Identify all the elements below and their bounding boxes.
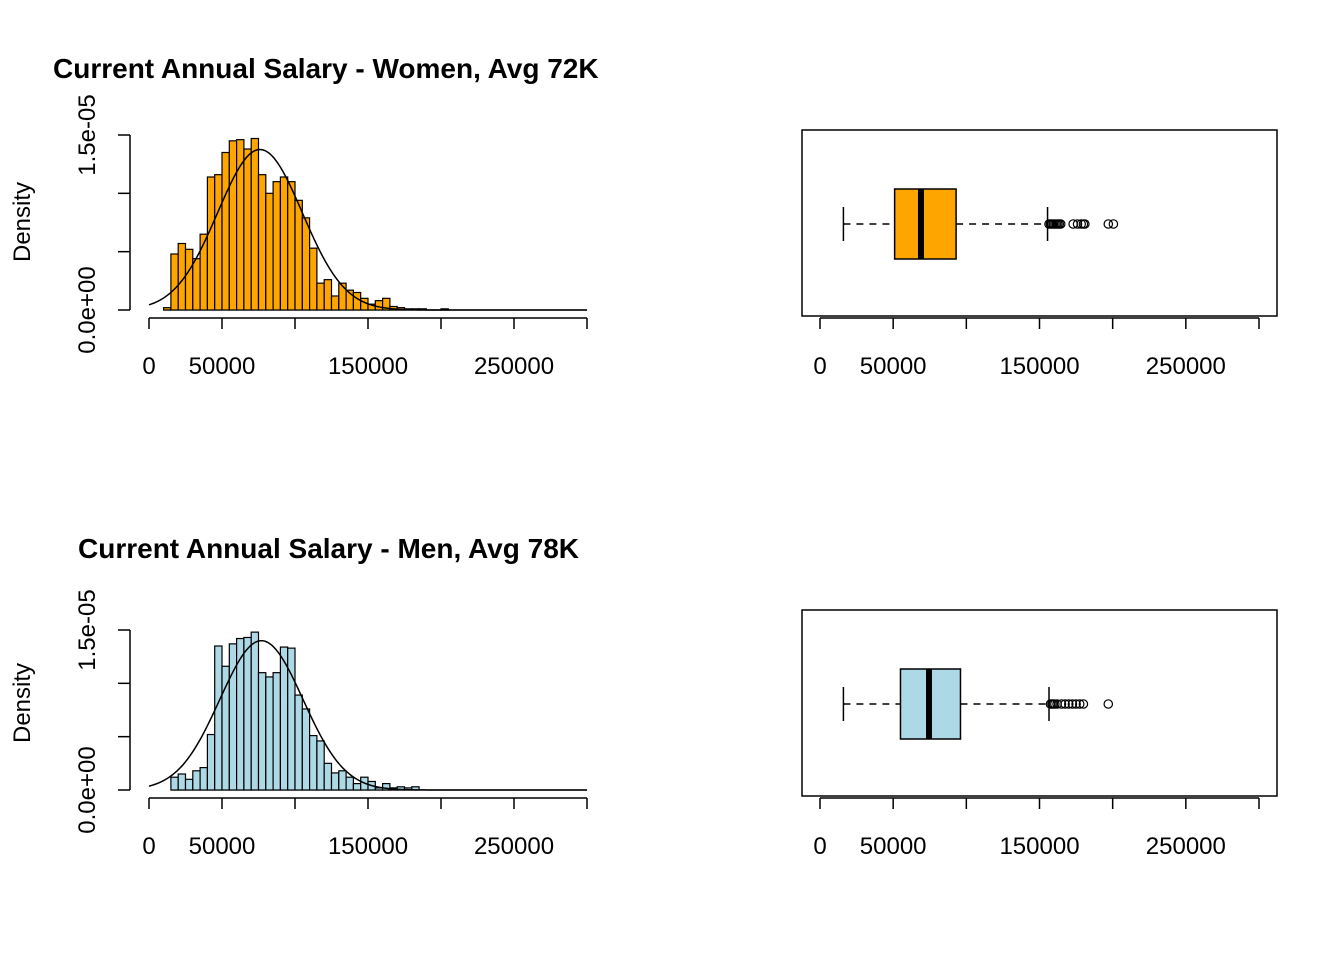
men-box-x-tick-label: 250000 bbox=[1146, 833, 1226, 860]
men-box-outlier-point bbox=[1063, 699, 1074, 709]
men-hist-bar bbox=[338, 770, 347, 791]
men-hist-y-tick-label: 1.5e-05 bbox=[74, 589, 101, 670]
women-hist-x-tick-label: 150000 bbox=[328, 353, 408, 380]
men-hist-x-tick-label: 150000 bbox=[328, 833, 408, 860]
women-hist-bar bbox=[228, 140, 238, 311]
men-box-outlier-point bbox=[1071, 699, 1081, 709]
men-hist-bar bbox=[214, 645, 223, 791]
men-hist-bar bbox=[345, 776, 355, 791]
men-hist-bar bbox=[316, 740, 325, 791]
women-histogram-panel: Current Annual Salary - Women, Avg 72K 0.… bbox=[9, 53, 599, 380]
men-hist-bar bbox=[206, 733, 216, 791]
men-box-outlier-point bbox=[1067, 699, 1078, 709]
men-hist-bar bbox=[301, 708, 311, 791]
women-hist-bar bbox=[279, 176, 289, 311]
women-hist-y-tick-label: 0.0e+00 bbox=[74, 266, 101, 353]
men-hist-bar bbox=[330, 772, 340, 791]
men-hist-bar bbox=[272, 672, 282, 791]
women-hist-bar bbox=[265, 192, 274, 311]
men-hist-bar bbox=[221, 665, 230, 791]
men-box-x-tick-label: 150000 bbox=[999, 833, 1079, 860]
men-hist-bar bbox=[352, 782, 362, 791]
men-box-frame bbox=[801, 609, 1278, 797]
men-hist-title: Current Annual Salary - Men, Avg 78K bbox=[78, 533, 579, 564]
men-hist-y-tick-label: 0.0e+00 bbox=[74, 746, 101, 833]
men-box-outlier-point bbox=[1074, 699, 1085, 709]
women-hist-bar bbox=[287, 181, 296, 311]
women-hist-bar bbox=[243, 148, 252, 311]
men-hist-y-axis-label: Density bbox=[9, 663, 36, 743]
men-box-outlier-point bbox=[1078, 699, 1089, 709]
women-hist-bar bbox=[294, 199, 303, 311]
women-box-x-tick-label: 50000 bbox=[860, 353, 927, 380]
women-hist-bar bbox=[330, 295, 340, 311]
women-hist-bar bbox=[184, 248, 194, 311]
women-hist-bar bbox=[382, 297, 391, 311]
men-hist-bar bbox=[199, 766, 209, 791]
women-hist-bar bbox=[301, 217, 311, 311]
women-hist-bar bbox=[272, 181, 282, 311]
men-hist-bar bbox=[192, 770, 201, 791]
women-box-outlier-point bbox=[1072, 219, 1083, 229]
women-box-outlier-point bbox=[1080, 219, 1090, 229]
women-hist-bar bbox=[323, 279, 333, 311]
women-hist-bar bbox=[192, 258, 201, 311]
men-hist-normal-curve bbox=[148, 639, 587, 791]
women-hist-x-tick-label: 250000 bbox=[474, 353, 554, 380]
women-box-x-tick-label: 250000 bbox=[1146, 353, 1226, 380]
men-hist-bar bbox=[294, 694, 303, 791]
women-hist-title: Current Annual Salary - Women, Avg 72K bbox=[53, 53, 599, 84]
women-box-x-tick-label: 150000 bbox=[999, 353, 1079, 380]
men-hist-bar bbox=[382, 782, 391, 791]
men-hist-bar bbox=[309, 734, 318, 791]
men-hist-bar bbox=[170, 776, 179, 791]
men-box-outlier-point bbox=[1060, 699, 1070, 709]
women-hist-bar bbox=[374, 300, 384, 311]
women-box-outlier-point bbox=[1108, 219, 1119, 229]
women-hist-bar bbox=[352, 291, 362, 311]
men-hist-bar bbox=[250, 631, 260, 791]
women-hist-bar bbox=[163, 307, 172, 311]
men-boxplot-panel: 0 50000 150000 250000 bbox=[801, 609, 1278, 860]
women-hist-x-tick-label: 0 bbox=[142, 353, 155, 380]
men-hist-x-tick-label: 0 bbox=[142, 833, 155, 860]
men-box-x-tick-label: 0 bbox=[813, 833, 826, 860]
women-boxplot-panel: 0 50000 150000 250000 bbox=[801, 129, 1278, 380]
women-hist-bar bbox=[257, 174, 267, 311]
women-hist-bar bbox=[316, 282, 325, 311]
women-box-iqr-box bbox=[893, 188, 957, 260]
men-hist-bar bbox=[236, 637, 245, 791]
women-hist-y-axis-label: Density bbox=[9, 182, 36, 262]
men-hist-x-tick-label: 250000 bbox=[474, 833, 554, 860]
women-hist-bar bbox=[338, 282, 347, 311]
women-hist-bar bbox=[170, 253, 179, 311]
women-hist-bar bbox=[206, 176, 216, 311]
men-hist-x-tick-label: 50000 bbox=[189, 833, 256, 860]
women-box-frame bbox=[801, 129, 1278, 317]
women-box-outlier-point bbox=[1055, 219, 1066, 229]
men-hist-bar bbox=[265, 676, 274, 791]
women-hist-y-tick-label: 1.5e-05 bbox=[74, 94, 101, 175]
women-hist-bar bbox=[199, 233, 209, 311]
women-hist-bar bbox=[250, 137, 260, 311]
women-hist-bar bbox=[309, 247, 318, 311]
women-hist-bar bbox=[214, 174, 223, 311]
men-hist-bar bbox=[279, 646, 289, 791]
men-hist-bar bbox=[257, 672, 267, 791]
women-hist-normal-curve bbox=[148, 148, 587, 311]
men-hist-bar bbox=[184, 778, 194, 791]
men-hist-bar bbox=[177, 773, 187, 791]
men-box-x-tick-label: 50000 bbox=[860, 833, 927, 860]
women-hist-x-tick-label: 50000 bbox=[189, 353, 256, 380]
men-histogram-panel: Current Annual Salary - Men, Avg 78K 0.0e… bbox=[9, 533, 588, 860]
women-box-outlier-point bbox=[1103, 219, 1114, 229]
men-box-outlier-point bbox=[1056, 699, 1067, 709]
women-hist-bar bbox=[221, 151, 230, 311]
men-hist-bar bbox=[323, 762, 333, 791]
men-box-outlier-point bbox=[1103, 699, 1114, 709]
men-hist-bar bbox=[243, 636, 252, 791]
women-box-x-tick-label: 0 bbox=[813, 353, 826, 380]
